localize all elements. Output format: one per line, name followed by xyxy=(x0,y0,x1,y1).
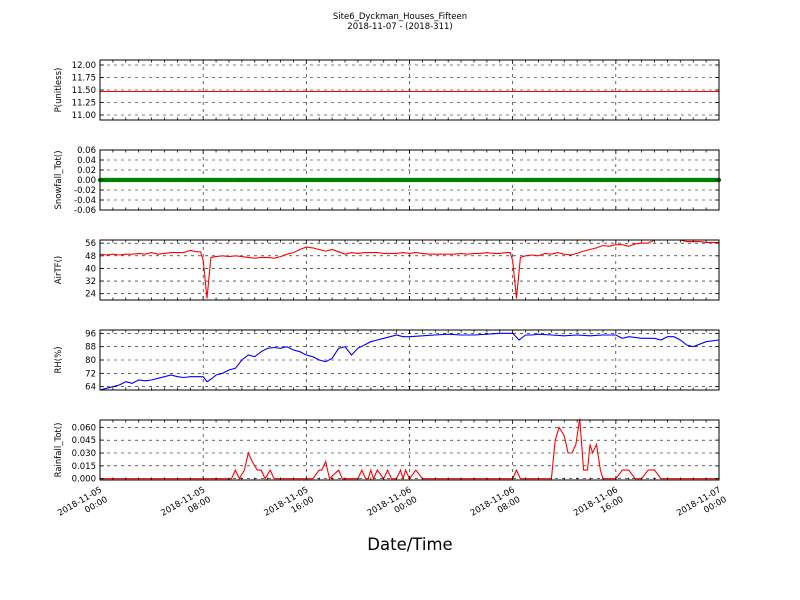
y-tick-label: 56 xyxy=(85,239,96,249)
chart-panel-4: 0.060 0.045 0.030 0.015 0.000 Rainfall_Tot() xyxy=(54,418,720,485)
y-tick-label: 11.25 xyxy=(72,99,96,109)
x-tick-label: 2018-11-0608:00 xyxy=(469,485,522,528)
chart-panel-3: 96 88 80 72 64 RH(%) xyxy=(54,329,720,393)
y-tick-label: 40 xyxy=(85,264,96,274)
y-tick-label: 24 xyxy=(85,290,96,300)
y-axis-label: Rainfall_Tot() xyxy=(54,423,64,478)
y-tick-label: 0.04 xyxy=(77,156,96,166)
y-tick-label: 96 xyxy=(85,329,96,339)
y-tick-label: -0.02 xyxy=(74,186,96,196)
x-tick-labels: 2018-11-0500:00 2018-11-0508:00 2018-11-05… xyxy=(56,485,728,528)
x-tick-label: 2018-11-0500:00 xyxy=(56,485,109,528)
y-tick-label: 0.00 xyxy=(77,176,96,186)
figure-subtitle: 2018-11-07 - (2018-311) xyxy=(347,22,452,32)
x-tick-label: 2018-11-0616:00 xyxy=(572,485,625,528)
y-tick-label: 32 xyxy=(85,277,96,287)
panels: 12.00 11.75 11.50 11.25 11.00 P(unitless) 0.06… xyxy=(54,59,722,485)
y-tick-label: 0.060 xyxy=(72,423,96,433)
x-tick-label: 2018-11-0508:00 xyxy=(159,485,212,528)
y-axis-label: AirTF() xyxy=(54,256,64,284)
series-line xyxy=(99,239,719,299)
chart-panel-2: 56 48 40 32 24 AirTF() xyxy=(54,239,720,301)
y-tick-label: -0.04 xyxy=(74,196,96,206)
y-tick-label: -0.06 xyxy=(74,206,96,216)
chart-panel-0: 12.00 11.75 11.50 11.25 11.00 P(unitless) xyxy=(54,59,720,121)
y-tick-label: 80 xyxy=(85,356,96,366)
x-tick-label: 2018-11-0600:00 xyxy=(366,485,419,528)
chart-panel-1: 0.060.040.020.00-0.02-0.04-0.06 Snowfall_… xyxy=(54,146,722,216)
y-tick-label: 11.50 xyxy=(72,86,96,96)
x-tick-label: 2018-11-0516:00 xyxy=(263,485,316,528)
y-tick-label: 0.045 xyxy=(72,436,96,446)
y-tick-label: 0.06 xyxy=(77,146,96,156)
y-tick-label: 0.02 xyxy=(77,166,96,176)
y-tick-label: 0.015 xyxy=(72,462,96,472)
y-tick-label: 0.030 xyxy=(72,449,96,459)
x-axis-label: Date/Time xyxy=(367,535,452,554)
y-tick-label: 11.75 xyxy=(72,74,96,84)
figure-title: Site6_Dyckman_Houses_Fifteen xyxy=(333,12,467,22)
y-tick-label: 0.000 xyxy=(72,475,96,485)
y-tick-label: 11.00 xyxy=(72,111,96,121)
y-tick-label: 72 xyxy=(85,369,96,379)
y-tick-label: 88 xyxy=(85,343,96,353)
y-tick-label: 64 xyxy=(85,383,96,393)
y-axis-label: P(unitless) xyxy=(54,68,64,113)
y-tick-label: 48 xyxy=(85,252,96,262)
x-tick-label: 2018-11-0700:00 xyxy=(675,485,728,528)
y-tick-label: 12.00 xyxy=(72,61,96,71)
y-axis-label: RH(%) xyxy=(54,346,64,373)
y-axis-label: Snowfall_Tot() xyxy=(54,150,64,209)
series-line xyxy=(99,332,720,391)
